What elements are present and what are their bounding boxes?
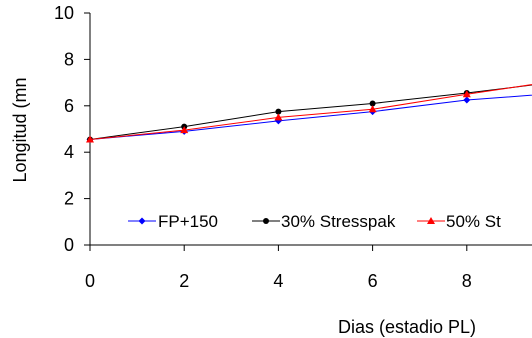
y-tick-label: 10 — [54, 3, 74, 23]
data-point — [463, 96, 471, 104]
data-point — [369, 100, 376, 107]
legend-label: FP+150 — [158, 212, 218, 231]
y-tick-label: 4 — [64, 142, 74, 162]
legend-label: 30% Stresspak — [281, 212, 396, 231]
y-tick-label: 0 — [64, 235, 74, 255]
legend-marker — [138, 217, 146, 225]
y-tick-label: 8 — [64, 49, 74, 69]
x-tick-label: 0 — [85, 271, 95, 291]
x-tick-label: 8 — [462, 271, 472, 291]
legend: FP+150 30% Stresspak 50% St — [128, 212, 501, 231]
data-point — [275, 108, 282, 115]
series-line — [89, 84, 532, 140]
data-series — [86, 84, 532, 143]
data-point — [368, 105, 377, 113]
legend-marker — [427, 217, 435, 224]
tick-labels: 0 2 4 6 8 10 0 2 4 6 8 — [54, 3, 472, 291]
legend-label: 50% St — [446, 212, 501, 231]
x-tick-label: 2 — [179, 271, 189, 291]
data-point — [86, 135, 94, 143]
x-tick-label: 4 — [273, 271, 283, 291]
axes — [84, 12, 532, 251]
x-tick-label: 6 — [368, 271, 378, 291]
legend-marker — [263, 218, 269, 224]
data-point — [462, 90, 471, 98]
y-tick-label: 2 — [64, 189, 74, 209]
data-point — [274, 113, 283, 121]
series-line — [89, 84, 532, 140]
x-axis-title: Dias (estadio PL) — [338, 317, 476, 337]
y-axis-title: Longitud (mn — [10, 77, 30, 182]
series-line — [89, 94, 532, 140]
data-point — [180, 126, 189, 134]
y-tick-label: 6 — [64, 96, 74, 116]
